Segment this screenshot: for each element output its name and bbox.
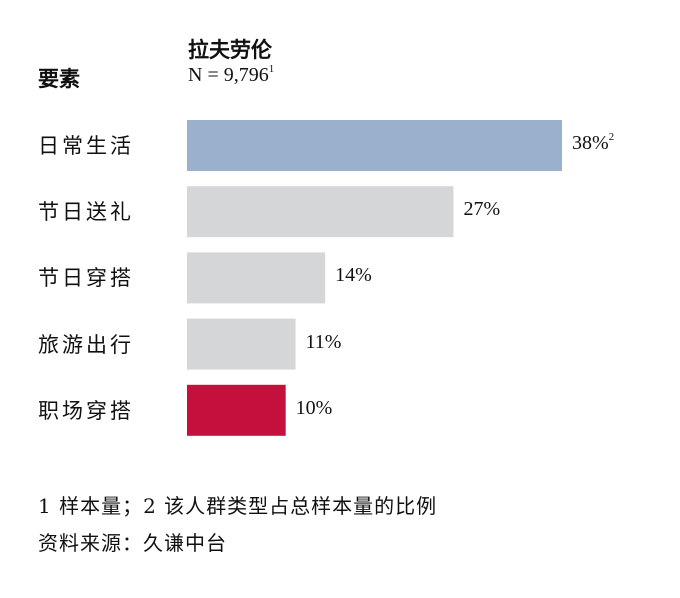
value-label: 27% [463,198,500,221]
value-label: 14% [335,264,372,287]
category-label: 职场穿搭 [38,398,134,423]
series-header: 拉夫劳伦 [188,37,272,62]
sample-size-label: N = 9,796 [188,64,269,86]
category-label: 节日穿搭 [38,266,134,291]
category-label: 节日送礼 [38,200,134,225]
sample-footnote-mark: 1 [268,63,275,75]
value-label: 10% [296,397,333,420]
column-header: 要素 [38,66,80,91]
footnote: 1 样本量；2 该人群类型占总样本量的比例 [38,494,438,518]
value-label: 38%2 [572,131,615,155]
category-label: 日常生活 [38,134,134,158]
bar-1 [187,120,562,171]
value-text: 27% [463,198,501,221]
bar-chart [187,120,562,436]
sample-size: N = 9,7961 [188,63,275,87]
category-label: 旅游出行 [38,332,134,357]
value-text: 38% [572,132,609,154]
value-label: 11% [306,331,342,354]
value-text: 11% [305,330,342,353]
bar-5 [187,384,286,436]
bar-2 [187,186,454,238]
value-text: 14% [335,264,372,287]
value-footnote-mark: 2 [608,131,615,143]
source-note: 资料来源：久谦中台 [38,531,227,555]
value-text: 10% [295,396,333,419]
bar-3 [187,252,326,304]
bar-4 [187,318,296,370]
